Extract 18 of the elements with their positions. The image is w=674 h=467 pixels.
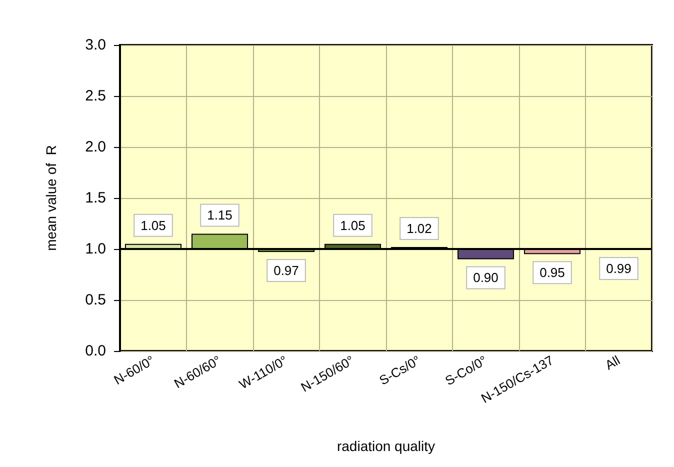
data-label: 0.90	[473, 270, 498, 286]
data-label: 1.05	[340, 218, 366, 233]
y-axis-title: mean value of R	[43, 145, 59, 251]
x-axis-title: radiation quality	[336, 438, 436, 454]
y-tick-label: 0.5	[85, 292, 106, 308]
data-label: 0.99	[606, 261, 632, 276]
data-label: 1.15	[207, 208, 232, 223]
data-label: 0.97	[274, 263, 299, 278]
y-tick-label: 2.0	[85, 138, 106, 156]
data-label: 0.95	[540, 265, 565, 280]
x-tick-label: All	[602, 352, 623, 373]
y-tick-label: 2.5	[85, 88, 106, 104]
data-label: 1.02	[406, 220, 432, 236]
y-tick-label: 1.0	[85, 240, 106, 258]
y-tick-label: 0.0	[85, 342, 106, 360]
data-label: 1.05	[140, 218, 166, 233]
y-tick-label: 1.5	[85, 190, 106, 206]
y-tick-label: 3.0	[85, 36, 106, 54]
